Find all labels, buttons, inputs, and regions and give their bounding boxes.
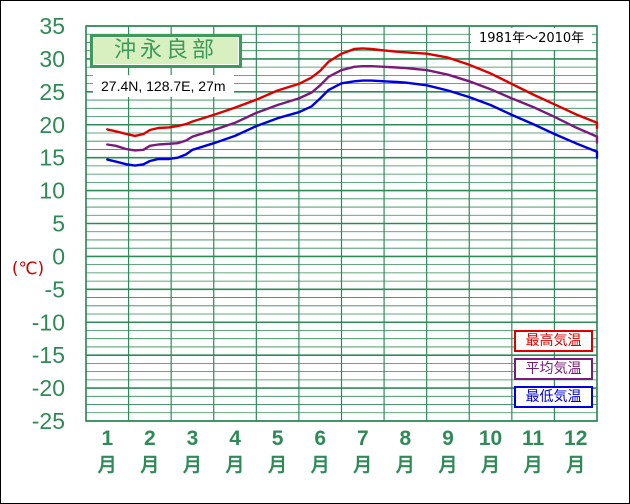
legend-mean-temp: 平均気温 <box>514 358 593 380</box>
plot-border <box>85 25 598 422</box>
x-tick-month-unit: 月 <box>267 454 287 476</box>
y-tick-label: -15 <box>32 342 65 368</box>
y-tick-label: 0 <box>52 243 65 269</box>
station-name-box: 沖永良部 <box>90 34 242 68</box>
x-tick-month-number: 11 <box>522 427 545 450</box>
mean-temp-line <box>106 64 599 152</box>
y-tick-label: -25 <box>32 408 65 434</box>
x-tick-month-number: 2 <box>144 427 156 450</box>
x-tick-month-unit: 月 <box>480 454 500 476</box>
x-tick-month-number: 6 <box>314 427 326 450</box>
y-tick-label: 5 <box>52 211 65 237</box>
y-tick-label: 35 <box>39 13 65 39</box>
station-coordinates: 27.4N, 128.7E, 27m <box>93 75 234 97</box>
x-tick-month-unit: 月 <box>395 454 415 476</box>
y-axis-tick-labels: 35 30 25 20 15 10 5 0 -5 -10 -15 -20 -25 <box>32 13 65 434</box>
x-tick-month-unit: 月 <box>523 454 543 476</box>
x-tick-month-unit: 月 <box>565 454 585 476</box>
x-tick-month-unit: 月 <box>352 454 372 476</box>
x-tick-month-number: 10 <box>479 427 502 450</box>
x-tick-month-unit: 月 <box>310 454 330 476</box>
legend-max-temp: 最高気温 <box>514 330 593 352</box>
y-tick-label: 25 <box>39 79 65 105</box>
x-tick-month-unit: 月 <box>225 454 245 476</box>
x-tick-month-number: 4 <box>229 427 241 450</box>
grid-layer <box>85 25 598 422</box>
x-tick-month-unit: 月 <box>139 454 159 476</box>
y-tick-label: -5 <box>45 276 65 302</box>
series-layer <box>106 47 599 167</box>
min-temp-line <box>106 79 599 167</box>
x-tick-month-number: 5 <box>272 427 284 450</box>
y-axis-unit-label: (℃) <box>12 259 44 279</box>
x-axis-tick-labels: 1 月 2 月 3 月 4 月 5 月 6 月 7 月 8 月 9 月 10 月 11 月 12 月 <box>97 427 588 476</box>
y-tick-label: -20 <box>32 375 65 401</box>
legend-min-temp: 最低気温 <box>514 386 593 408</box>
y-tick-label: -10 <box>32 309 65 335</box>
x-tick-month-number: 7 <box>357 427 369 450</box>
y-tick-label: 15 <box>39 145 65 171</box>
x-tick-month-number: 8 <box>400 427 412 450</box>
y-tick-label: 10 <box>39 178 65 204</box>
y-tick-label: 30 <box>39 46 65 72</box>
max-temp-line <box>106 47 599 138</box>
x-tick-month-number: 12 <box>564 427 587 450</box>
station-name: 沖永良部 <box>113 38 218 63</box>
y-tick-label: 20 <box>39 112 65 138</box>
x-tick-month-number: 3 <box>187 427 199 450</box>
climate-normal-period: 1981年〜2010年 <box>471 28 593 50</box>
x-tick-month-unit: 月 <box>437 454 457 476</box>
x-tick-month-number: 1 <box>101 427 113 450</box>
x-tick-month-unit: 月 <box>97 454 117 476</box>
x-tick-month-number: 9 <box>442 427 454 450</box>
x-tick-month-unit: 月 <box>182 454 202 476</box>
